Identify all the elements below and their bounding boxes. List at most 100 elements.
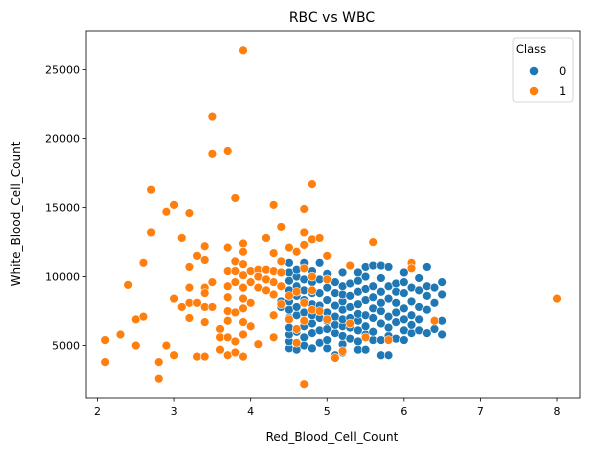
data-point-class-0 — [360, 321, 371, 331]
x-tick-label: 3 — [171, 405, 178, 418]
data-point-class-0 — [322, 343, 332, 354]
data-point-class-1 — [222, 332, 233, 342]
data-point-class-1 — [360, 332, 371, 342]
data-point-class-0 — [353, 299, 363, 309]
data-point-class-1 — [314, 306, 325, 316]
data-point-class-1 — [245, 321, 256, 331]
data-point-class-0 — [314, 325, 325, 336]
data-point-class-1 — [368, 237, 378, 247]
data-point-class-1 — [276, 299, 287, 309]
data-point-class-1 — [192, 298, 202, 308]
data-point-class-1 — [222, 242, 233, 253]
data-point-class-0 — [422, 291, 432, 301]
data-point-class-0 — [291, 302, 302, 312]
data-point-class-0 — [391, 278, 401, 289]
data-point-class-0 — [437, 329, 447, 340]
data-point-class-0 — [429, 282, 440, 293]
data-point-class-0 — [399, 303, 409, 314]
data-point-class-1 — [245, 298, 256, 308]
data-point-class-0 — [337, 267, 348, 278]
data-point-class-0 — [399, 277, 409, 287]
data-point-class-0 — [391, 307, 401, 318]
data-point-class-1 — [215, 345, 225, 355]
data-point-class-0 — [376, 260, 386, 271]
data-point-class-1 — [307, 285, 317, 296]
data-point-class-0 — [391, 287, 401, 297]
data-point-class-1 — [230, 277, 241, 287]
data-point-class-1 — [230, 307, 241, 318]
data-point-class-1 — [230, 336, 241, 347]
data-point-class-1 — [299, 204, 309, 214]
data-point-class-1 — [406, 263, 417, 274]
data-point-class-0 — [429, 324, 440, 334]
data-point-class-1 — [115, 329, 126, 340]
data-point-class-1 — [123, 280, 133, 290]
data-point-class-1 — [291, 324, 302, 334]
data-point-class-1 — [200, 288, 210, 298]
data-point-class-1 — [138, 258, 149, 268]
data-point-class-0 — [353, 336, 363, 347]
data-point-class-1 — [299, 316, 309, 326]
data-point-class-1 — [238, 238, 248, 249]
data-point-class-1 — [261, 264, 271, 275]
data-point-class-1 — [131, 340, 141, 351]
data-point-class-0 — [399, 335, 409, 345]
data-point-class-1 — [299, 263, 309, 274]
data-point-class-0 — [383, 322, 394, 333]
data-point-class-1 — [330, 353, 340, 363]
y-tick-label: 10000 — [45, 271, 80, 284]
data-point-class-1 — [230, 266, 241, 276]
data-point-class-1 — [184, 208, 195, 218]
data-point-class-1 — [307, 234, 317, 245]
data-point-class-1 — [207, 277, 218, 287]
data-point-class-1 — [146, 227, 156, 238]
data-point-class-0 — [399, 288, 409, 298]
data-point-class-1 — [322, 274, 332, 285]
data-point-class-0 — [322, 282, 332, 293]
data-point-class-0 — [314, 258, 325, 268]
data-point-class-0 — [422, 281, 432, 291]
data-point-class-1 — [184, 282, 195, 293]
y-axis-label: White_Blood_Cell_Count — [9, 141, 23, 286]
data-point-class-0 — [330, 300, 340, 311]
x-tick-label: 5 — [324, 405, 331, 418]
data-point-class-1 — [222, 292, 233, 302]
data-point-class-0 — [429, 298, 440, 308]
y-tick-label: 15000 — [45, 202, 80, 215]
data-point-class-1 — [238, 45, 248, 56]
data-point-class-1 — [322, 314, 332, 325]
data-point-class-1 — [238, 293, 248, 304]
data-point-class-1 — [154, 357, 164, 367]
data-point-class-0 — [353, 325, 363, 336]
data-point-class-0 — [376, 318, 386, 329]
data-point-class-1 — [215, 324, 225, 334]
legend-marker-class-1 — [529, 86, 539, 96]
data-point-class-1 — [322, 251, 332, 261]
data-point-class-0 — [406, 310, 417, 320]
data-point-class-1 — [552, 293, 562, 304]
data-point-class-1 — [200, 317, 210, 327]
data-point-class-0 — [337, 289, 348, 300]
data-point-class-1 — [222, 316, 233, 326]
data-point-class-1 — [261, 233, 271, 243]
data-point-class-1 — [184, 313, 195, 323]
data-point-class-1 — [230, 347, 241, 358]
x-tick-label: 4 — [247, 405, 254, 418]
legend-marker-class-0 — [529, 66, 539, 76]
data-point-class-0 — [422, 328, 432, 338]
data-point-class-1 — [276, 281, 287, 291]
data-point-class-0 — [437, 277, 447, 287]
data-point-class-1 — [238, 329, 248, 340]
data-point-class-0 — [406, 296, 417, 307]
chart-title: RBC vs WBC — [289, 10, 376, 26]
data-point-class-0 — [291, 264, 302, 275]
data-point-class-1 — [284, 314, 294, 325]
data-point-class-1 — [268, 248, 279, 258]
x-axis-label: Red_Blood_Cell_Count — [266, 430, 399, 444]
data-point-class-1 — [429, 316, 440, 326]
data-point-class-1 — [299, 379, 309, 389]
data-point-class-0 — [406, 320, 417, 330]
data-point-class-0 — [368, 281, 378, 291]
